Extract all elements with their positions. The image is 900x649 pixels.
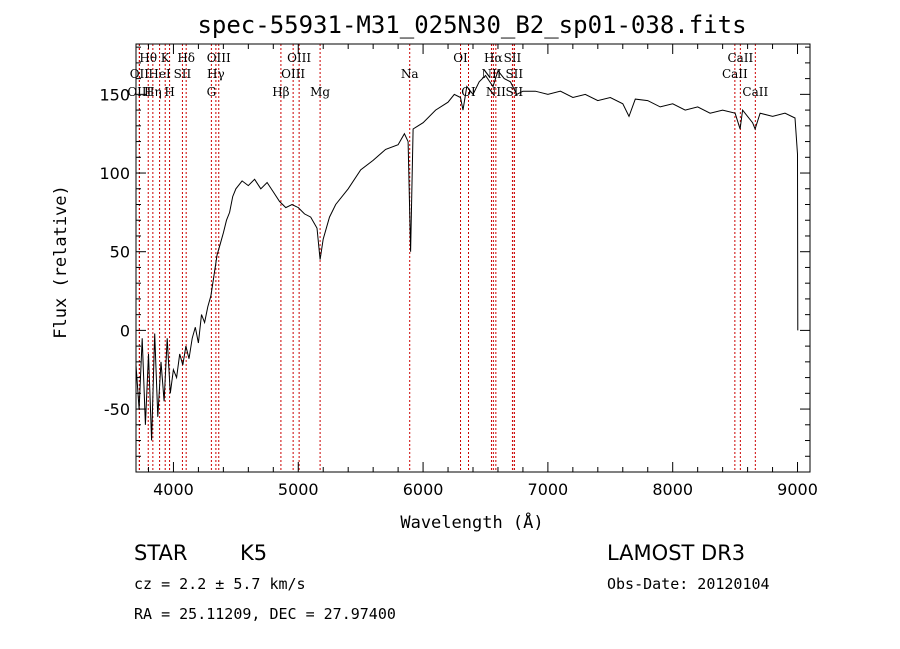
chart-title: spec-55931-M31_025N30_B2_sp01-038.fits — [197, 11, 746, 39]
spectral-line-label: SII — [505, 85, 523, 99]
spectral-line-label: SII — [174, 67, 192, 81]
spectral-line-label: K — [161, 51, 171, 65]
x-tick-label: 4000 — [153, 480, 194, 499]
spectral-line-label: OI — [453, 51, 468, 65]
spectral-line-markers — [138, 44, 756, 472]
spectral-line-label: OIII — [281, 67, 305, 81]
spectral-line-label: Na — [401, 67, 419, 81]
object-subclass: K5 — [240, 541, 267, 565]
spectrum-line — [135, 69, 799, 441]
spectral-line-label: G — [207, 85, 217, 99]
plot-frame — [135, 43, 811, 473]
coords-text: RA = 25.11209, DEC = 27.97400 — [134, 605, 396, 623]
redshift-text: cz = 2.2 ± 5.7 km/s — [134, 575, 306, 593]
y-tick-label: 50 — [110, 243, 130, 262]
spectral-line-label: NII — [481, 67, 501, 81]
spectral-line-label: Hα — [484, 51, 503, 65]
x-tick-label: 9000 — [777, 480, 818, 499]
survey-name: LAMOST DR3 — [607, 541, 745, 565]
spectral-line-label: OIII — [127, 85, 151, 99]
spectral-line-label: OIII — [287, 51, 311, 65]
spectral-line-label: Hδ — [177, 51, 195, 65]
object-class: STAR — [134, 541, 187, 565]
x-tick-label: 5000 — [278, 480, 319, 499]
spectral-line-label: Hγ — [207, 67, 225, 81]
spectral-line-label: CaII — [727, 51, 753, 65]
spectral-line-label: CaII — [742, 85, 768, 99]
spectral-line-label: Hθ — [139, 51, 157, 65]
spectral-line-label: Hη — [144, 85, 162, 99]
spectral-line-label: HeI — [148, 67, 171, 81]
spectral-line-label: Mg — [310, 85, 330, 99]
y-axis-label: Flux (relative) — [51, 185, 71, 339]
x-tick-label: 6000 — [403, 480, 444, 499]
x-axis-label: Wavelength (Å) — [400, 511, 543, 533]
axis-ticks: 4000 5000 6000 7000 8000 9000 -50 0 50 100 150 — [99, 44, 818, 499]
spectral-line-label: NII — [486, 85, 506, 99]
spectral-line-label: OII — [130, 67, 150, 81]
spectral-line-label: CaII — [722, 67, 748, 81]
obs-date-text: Obs-Date: 20120104 — [607, 575, 770, 593]
y-tick-label: 0 — [120, 321, 130, 340]
spectral-line-label: Hβ — [272, 85, 289, 99]
spectral-line-label: SII — [504, 51, 522, 65]
y-tick-label: -50 — [104, 400, 130, 419]
y-tick-label: 100 — [99, 164, 130, 183]
spectral-line-label: SII — [505, 67, 523, 81]
x-tick-label: 8000 — [652, 480, 693, 499]
y-tick-label: 150 — [99, 85, 130, 104]
x-tick-label: 7000 — [528, 480, 569, 499]
spectral-line-label: OIII — [207, 51, 231, 65]
spectral-line-label: H — [164, 85, 174, 99]
